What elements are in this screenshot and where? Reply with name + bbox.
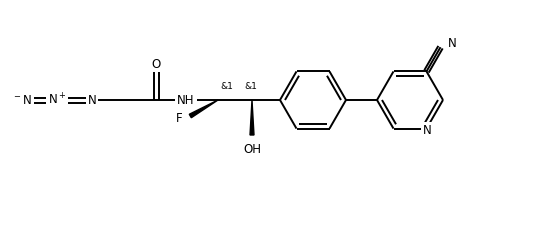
Polygon shape [250, 100, 254, 135]
Text: F: F [175, 112, 182, 124]
Text: N$\mathsf{^+}$: N$\mathsf{^+}$ [48, 92, 66, 108]
Text: N: N [447, 37, 456, 50]
Text: O: O [151, 58, 160, 70]
Text: N: N [88, 94, 96, 106]
Text: NH: NH [177, 94, 195, 106]
Text: $\mathsf{^-}$N: $\mathsf{^-}$N [12, 94, 32, 106]
Text: OH: OH [243, 143, 261, 156]
Text: &1: &1 [220, 82, 233, 91]
Polygon shape [189, 100, 218, 118]
Text: &1: &1 [244, 82, 257, 91]
Text: N: N [423, 124, 432, 137]
